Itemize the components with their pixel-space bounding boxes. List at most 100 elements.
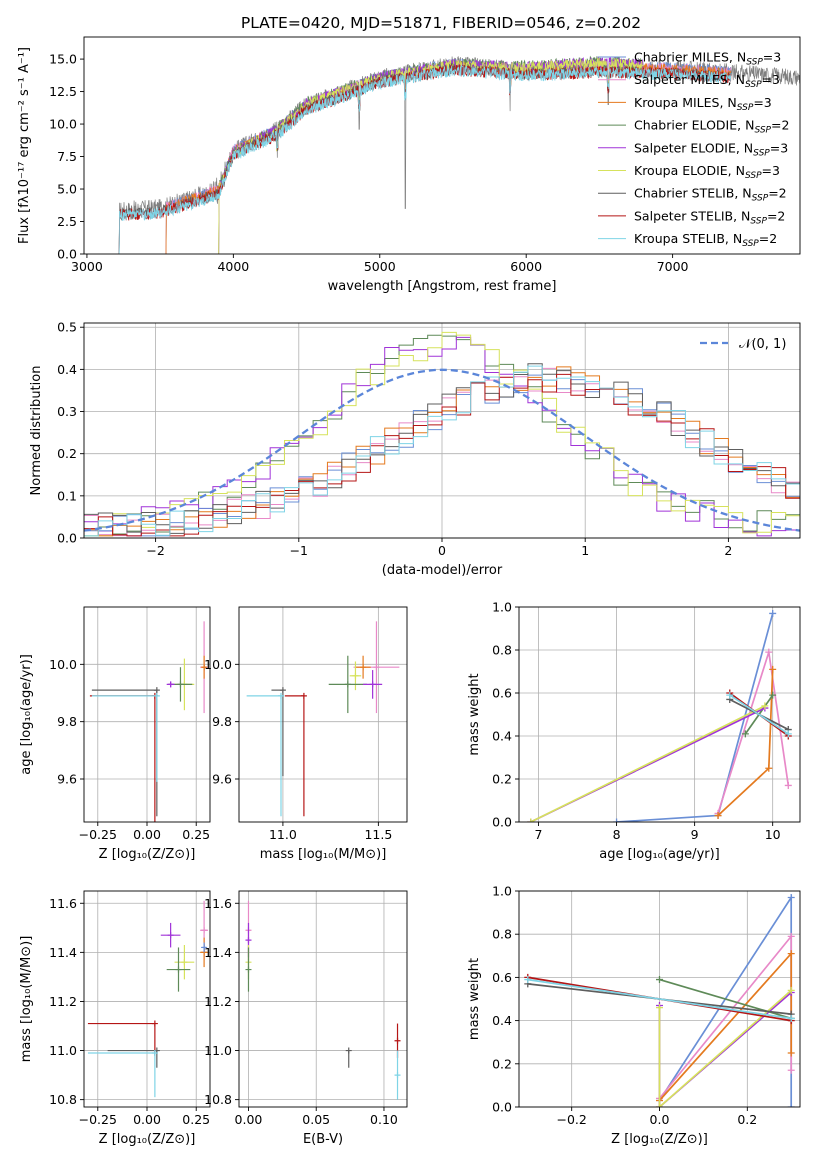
weight-line <box>729 694 789 735</box>
mass-vs-metallicity-panel: −0.25 0.00 0.25 10.8 11.0 11.2 11.4 11.6 Z [log₁… <box>19 890 211 1147</box>
weight-point-marker <box>787 932 795 940</box>
data-point-marker <box>278 692 284 699</box>
axes-frame: 0.00 0.05 0.10 10.8 11.0 11.2 11.4 11.6 E(B-V) <box>204 890 408 1147</box>
axes-border <box>238 890 408 1108</box>
model-spectrum-line <box>218 56 644 254</box>
age-vs-metallicity-panel: −0.25 0.00 0.25 9.6 9.8 10.0 Z [log₁₀(Z/Z⊙)] ag… <box>19 606 211 862</box>
legend-label: Chabrier MILES, NSSP=3 <box>634 50 781 68</box>
x-axis-label: (data-model)/error <box>382 563 503 578</box>
legend-label: Salpeter STELIB, NSSP=2 <box>634 208 785 226</box>
weight-point-marker <box>787 893 795 901</box>
y-tick-label: 0.0 <box>492 1100 512 1115</box>
legend-label: Chabrier STELIB, NSSP=2 <box>634 186 787 204</box>
y-tick-label: 11.4 <box>49 945 77 960</box>
y-tick-label: 0.5 <box>57 320 77 335</box>
figure-title: PLATE=0420, MJD=51871, FIBERID=0546, z=0… <box>241 14 641 32</box>
x-axis-label: Z [log₁₀(Z/Z⊙)] <box>99 1132 196 1147</box>
y-tick-label: 10.0 <box>49 117 77 132</box>
data-point-marker <box>201 664 208 671</box>
y-tick-label: 5.0 <box>57 182 77 197</box>
data-point-marker <box>352 672 359 679</box>
x-tick-label: −2 <box>146 543 164 558</box>
x-tick-label: −0.25 <box>79 827 117 842</box>
y-tick-label: 9.6 <box>57 772 77 787</box>
x-tick-label: 7 <box>535 827 543 842</box>
y-tick-label: 10.8 <box>49 1092 77 1107</box>
y-tick-label: 0.2 <box>492 772 512 787</box>
weight-point-marker <box>787 1014 795 1022</box>
y-tick-label: 0.4 <box>57 362 77 377</box>
x-axis-label: Z [log₁₀(Z/Z⊙)] <box>611 1132 708 1147</box>
weight-point-marker <box>726 691 734 699</box>
y-tick-label: 11.2 <box>204 994 232 1009</box>
y-tick-label: 0.3 <box>57 404 77 419</box>
y-tick-label: 11.6 <box>49 896 77 911</box>
y-tick-label: 11.6 <box>204 896 232 911</box>
x-tick-label: 3000 <box>71 259 103 274</box>
data-point-marker <box>181 959 188 966</box>
x-axis-label: Z [log₁₀(Z/Z⊙)] <box>99 847 196 862</box>
y-tick-label: 2.5 <box>57 214 77 229</box>
y-tick-label: 0.4 <box>492 729 512 744</box>
y-tick-label: 0.4 <box>492 1013 512 1028</box>
data-point-marker <box>201 927 208 934</box>
x-tick-label: −1 <box>290 543 308 558</box>
model-spectrum-line <box>165 59 732 254</box>
weight-point-marker <box>769 609 777 617</box>
weight-point-marker <box>656 1103 663 1107</box>
x-tick-label: 11.5 <box>364 827 392 842</box>
weight-line <box>658 989 792 1107</box>
x-tick-label: 9 <box>691 827 699 842</box>
plot-area <box>89 621 209 822</box>
weight-point-marker <box>656 1004 663 1012</box>
model-spectrum-line <box>118 63 732 254</box>
weight-point-marker <box>741 730 749 738</box>
data-point-marker <box>360 664 367 671</box>
y-tick-label: 15.0 <box>49 52 77 67</box>
y-tick-label: 0.2 <box>492 1056 512 1071</box>
y-tick-label: 11.0 <box>204 1043 232 1058</box>
y-tick-label: 0.0 <box>57 531 77 546</box>
weight-point-marker <box>765 648 773 656</box>
y-tick-label: 0.8 <box>492 643 512 658</box>
axes-frame: −0.25 0.00 0.25 9.6 9.8 10.0 Z [log₁₀(Z/Z⊙)] ag… <box>19 606 211 862</box>
model-spectrum-line <box>218 57 644 254</box>
data-point-marker <box>300 692 307 699</box>
y-tick-label: 12.5 <box>49 84 77 99</box>
legend-label: Kroupa STELIB, NSSP=2 <box>634 231 777 249</box>
x-tick-label: 0.25 <box>182 1112 210 1127</box>
x-tick-label: 10 <box>765 827 781 842</box>
y-tick-label: 0.0 <box>492 815 512 830</box>
plot-area <box>118 55 800 254</box>
weight-point-marker <box>787 950 795 958</box>
model-spectrum-line <box>118 62 732 254</box>
x-tick-label: 0.10 <box>370 1112 398 1127</box>
data-point-marker <box>344 681 351 688</box>
data-point-marker <box>153 692 160 699</box>
data-point-marker <box>245 937 252 944</box>
y-tick-label: 10.0 <box>49 657 77 672</box>
y-axis-label: mass weight <box>467 958 482 1040</box>
axes-border <box>238 606 408 823</box>
legend-label: Kroupa ELODIE, NSSP=3 <box>634 163 780 181</box>
y-tick-label: 7.5 <box>57 149 77 164</box>
x-tick-label: 0.00 <box>235 1112 263 1127</box>
data-point-marker <box>177 681 184 688</box>
weight-line <box>717 669 774 817</box>
plot-area <box>84 331 800 538</box>
model-spectrum-line <box>218 55 644 254</box>
weight-vs-metallicity-panel: −0.2 0.0 0.2 0.0 0.2 0.4 0.6 0.8 1.0 Z [log₁₀(Z/Z… <box>467 884 801 1147</box>
data-point-marker <box>394 1037 401 1044</box>
x-tick-label: 7000 <box>657 259 689 274</box>
legend-label: Kroupa MILES, NSSP=3 <box>634 95 772 113</box>
y-tick-label: 9.8 <box>212 714 232 729</box>
data-point-marker <box>153 687 160 694</box>
normal-distribution-curve <box>84 368 800 532</box>
y-tick-label: 9.8 <box>57 714 77 729</box>
y-axis-label: mass weight <box>467 673 482 755</box>
data-point-marker <box>151 1020 158 1027</box>
x-tick-label: 8 <box>613 827 621 842</box>
y-axis-label: Flux [fλ10⁻¹⁷ erg cm⁻² s⁻¹ A⁻¹] <box>17 47 32 244</box>
weight-point-marker <box>656 976 663 984</box>
